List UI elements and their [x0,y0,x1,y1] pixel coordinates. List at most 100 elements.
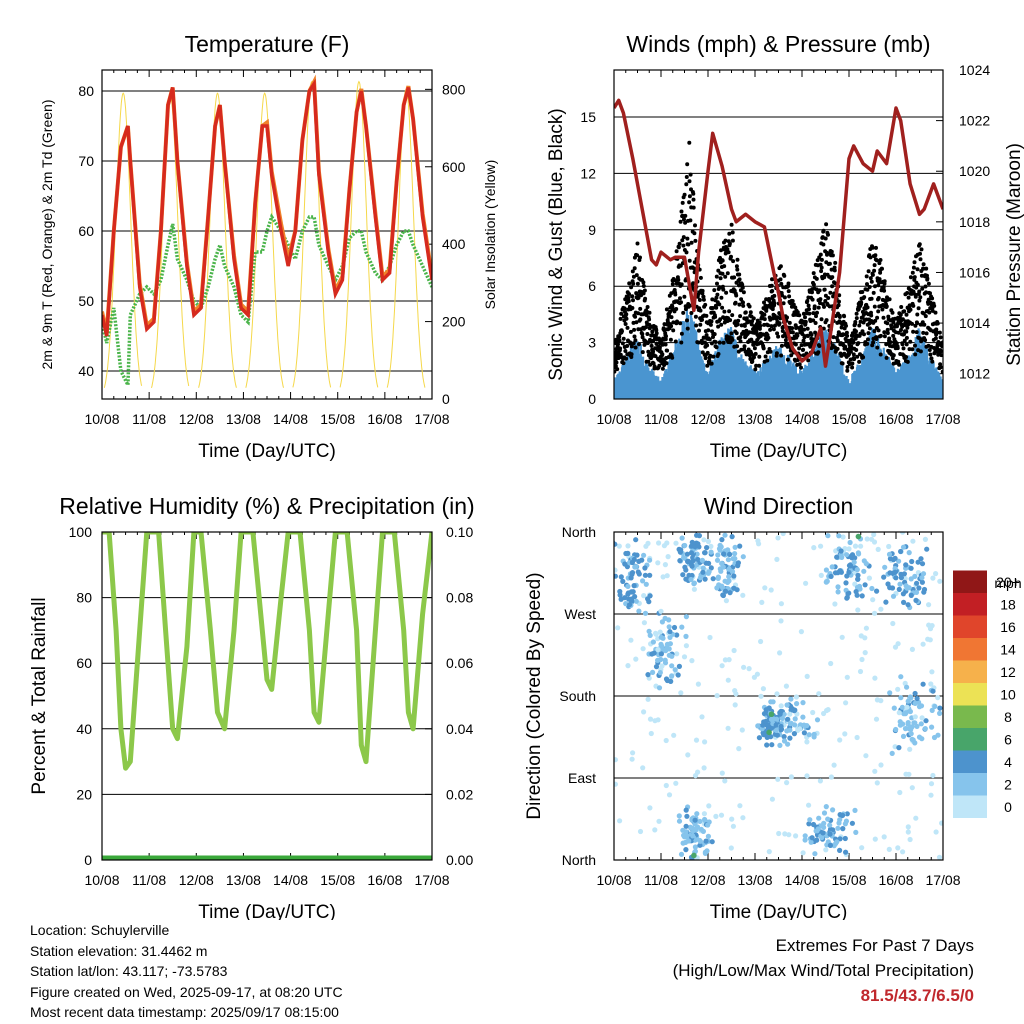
direction-point [905,721,911,727]
direction-point [777,650,783,656]
direction-point [857,668,864,675]
direction-point [887,570,893,576]
direction-point [768,734,774,740]
direction-point [681,555,687,561]
direction-point [806,821,812,827]
direction-point [916,704,923,710]
direction-point [700,565,706,571]
direction-point [630,750,636,756]
direction-point [667,641,674,647]
direction-point [874,588,880,594]
direction-point [669,673,675,679]
direction-point [851,559,857,565]
direction-point [647,557,653,563]
direction-point [886,846,892,853]
direction-point [856,551,862,557]
direction-point [926,602,932,608]
legend-title: mph [994,575,1021,591]
direction-point [760,722,766,728]
direction-point [793,833,799,839]
direction-point [671,732,677,738]
direction-point [717,547,723,553]
direction-point [835,584,841,590]
direction-point [787,721,794,727]
direction-point [721,551,727,557]
direction-point [734,587,740,593]
direction-point [629,596,635,602]
direction-point [827,831,833,837]
direction-point [719,663,725,669]
direction-point [836,533,842,539]
direction-point [703,838,709,844]
direction-point [673,780,679,786]
direction-point [937,710,943,717]
legend-swatch [953,795,987,818]
legend-swatch [953,705,987,728]
direction-point [694,532,700,538]
y-right-tick-label: 600 [442,159,466,175]
direction-point [859,593,865,599]
legend-label: 6 [1004,731,1012,747]
panel-title: Winds (mph) & Pressure (mb) [626,31,930,57]
y-tick-label: East [568,770,596,786]
direction-point [916,585,922,591]
direction-point [730,556,736,562]
direction-point [804,739,810,745]
direction-point [689,572,695,579]
direction-point [633,598,639,604]
direction-point [647,716,654,722]
direction-point [658,641,664,648]
legend-label: 16 [1000,619,1016,635]
y-right-tick-label: 400 [442,236,466,252]
y-right-tick-label: 1014 [959,315,990,331]
x-tick-label: 14/08 [273,411,308,427]
panel-1: Temperature (F) Time (Day/UTC) 10/08 11/08 1… [39,31,498,462]
direction-point [656,818,662,824]
direction-point [901,599,907,606]
direction-point [629,589,635,595]
direction-point [800,700,806,706]
direction-point [802,837,808,843]
direction-point [837,737,843,743]
direction-point [823,567,830,573]
direction-point [892,569,898,575]
direction-point [762,585,768,591]
y-tick-label: 9 [588,222,596,238]
x-tick-label: 15/08 [831,872,866,888]
direction-point [843,700,849,706]
direction-point [637,828,644,835]
direction-point [927,637,933,643]
x-tick-label: 13/08 [226,872,261,888]
x-tick-label: 11/08 [132,411,166,427]
y-tick-label: 0 [84,852,92,868]
direction-point [834,839,840,845]
direction-point [645,672,651,678]
direction-point [900,849,906,855]
direction-point [689,658,695,664]
x-axis-label: Time (Day/UTC) [710,902,848,920]
direction-point [896,710,902,716]
direction-point [708,565,714,571]
direction-point [892,555,898,561]
direction-point [766,729,772,736]
direction-point [889,750,895,757]
direction-point [682,542,688,549]
direction-point [785,741,791,747]
direction-point [629,559,636,566]
direction-point [889,585,896,591]
direction-point [937,705,943,711]
direction-point [898,548,904,555]
direction-point [671,624,678,631]
x-tick-label: 15/08 [320,411,355,427]
direction-point [918,556,924,562]
direction-point [821,810,828,816]
direction-point [622,561,628,567]
direction-point [908,592,914,599]
direction-point [618,596,624,602]
direction-point [837,836,843,842]
direction-point [835,589,841,595]
legend-label: 8 [1004,709,1012,725]
direction-point [655,647,661,653]
gust-points [614,140,943,374]
direction-point [702,550,708,556]
